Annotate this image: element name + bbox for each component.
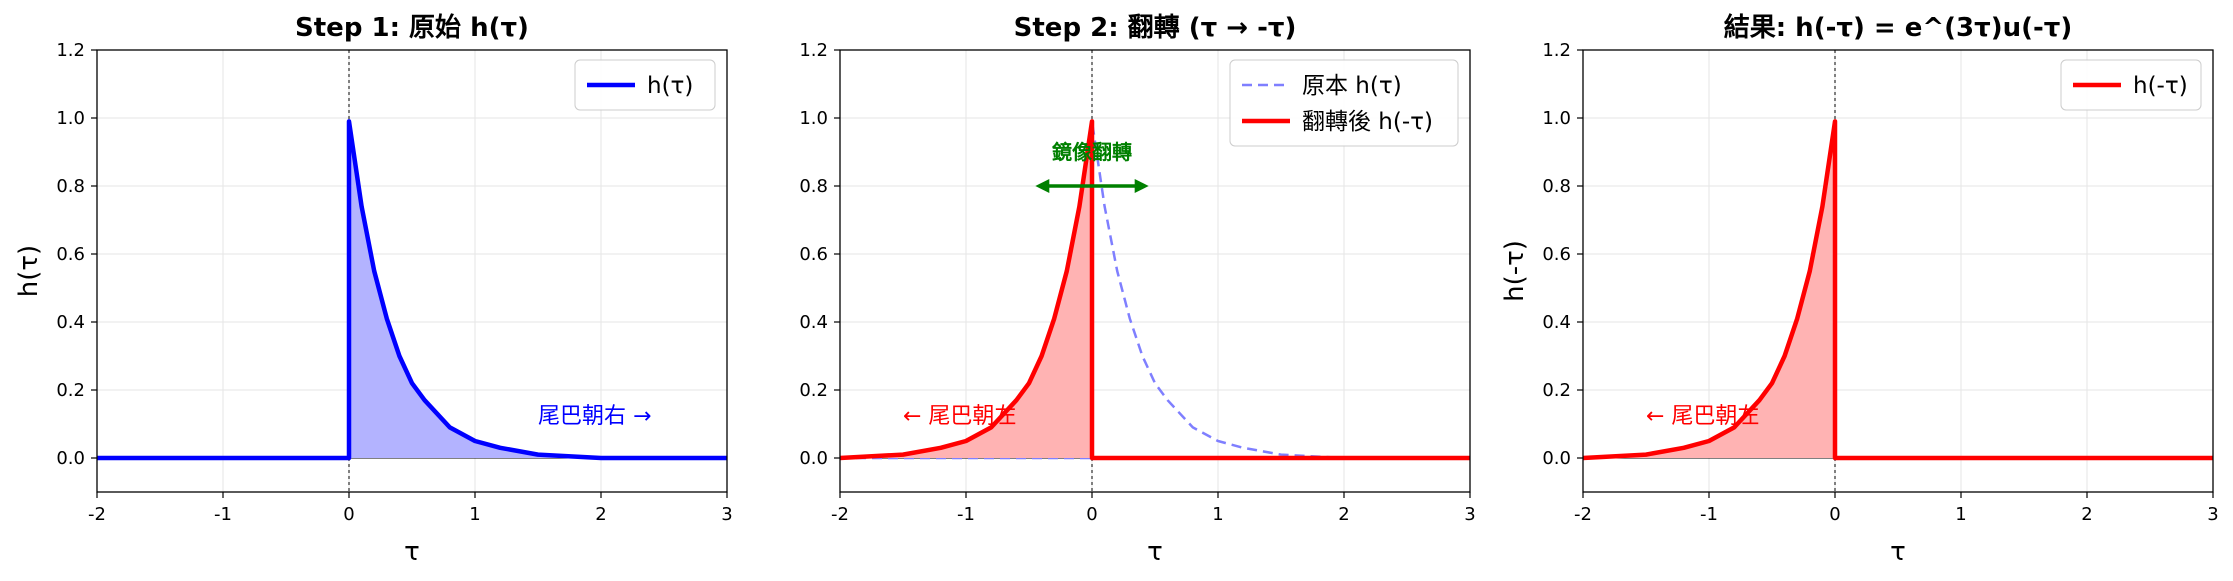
chart-panel-3: -2 -1 0 1 2 3 0.0 0.2 0.4 0.6 0.8 1.0 1.2 結果: h(-τ) =… [1500,12,2219,567]
x-tick-label: 1 [469,504,480,525]
x-tick-label: 2 [1338,504,1349,525]
chart-title: Step 1: 原始 h(τ) [295,13,529,43]
legend-box [574,59,716,111]
y-tick-label: 1.2 [1542,40,1571,61]
y-tick-label: 1.2 [56,40,85,61]
y-axis-label: h(-τ) [1500,240,1530,302]
x-tick-label: 1 [1212,504,1223,525]
y-tick-label: 0.0 [799,448,828,469]
y-tick-label: 0.6 [56,244,85,265]
y-tick-label: 0.4 [1542,312,1571,333]
plot-area [840,119,1470,461]
legend-entry: 翻轉後 h(-τ) [1302,109,1433,135]
x-axis-label: τ [1147,537,1163,567]
series-line-1 [97,119,727,461]
x-axis-label: τ [404,537,420,567]
y-tick-label: 1.0 [799,108,828,129]
annotation-tail-label: 尾巴朝右 → [538,404,651,429]
legend: h(τ) [574,59,716,111]
y-tick-label: 1.0 [1542,108,1571,129]
mirror-arrow-head-left [1035,179,1050,193]
y-tick-label: 1.0 [56,108,85,129]
chart-title: 結果: h(-τ) = e^(3τ)u(-τ) [1724,12,2073,43]
x-tick-label: 0 [1086,504,1097,525]
annotation-mirror-label: 鏡像翻轉 [1052,140,1132,164]
annotation-tail-label: ← 尾巴朝左 [1646,404,1759,429]
y-tick-label: 0.2 [799,380,828,401]
mirror-arrow-head-right [1134,179,1149,193]
legend-entry: 原本 h(τ) [1302,73,1402,99]
x-tick-label: 0 [1829,504,1840,525]
legend-entry: h(τ) [647,73,693,99]
plot-area [97,119,727,461]
legend: h(-τ) [2060,59,2202,111]
axes-frame [96,49,728,493]
legend: 原本 h(τ) 翻轉後 h(-τ) [1229,59,1459,147]
x-tick-label: -1 [1700,504,1718,525]
y-tick-label: 0.2 [1542,380,1571,401]
x-tick-label: -2 [1574,504,1592,525]
x-tick-label: 3 [721,504,732,525]
annotation-tail-label: ← 尾巴朝左 [903,404,1016,429]
x-tick-label: 2 [595,504,606,525]
axes-frame [1582,49,2214,493]
y-tick-label: 0.2 [56,380,85,401]
y-axis-label: h(τ) [14,245,44,297]
legend-box [2060,59,2202,111]
x-tick-label: -2 [831,504,849,525]
x-tick-label: 2 [2081,504,2092,525]
axes-frame [839,49,1471,493]
y-tick-label: 0.6 [799,244,828,265]
x-tick-label: -1 [214,504,232,525]
x-tick-label: -1 [957,504,975,525]
chart-panel-1: -2 -1 0 1 2 3 0.0 0.2 0.4 0.6 0.8 1.0 1.2 Step 1: 原始 … [14,13,733,567]
y-tick-label: 0.8 [1542,176,1571,197]
series-line-2 [840,119,1470,461]
y-tick-label: 0.6 [1542,244,1571,265]
x-tick-label: 3 [2207,504,2218,525]
x-tick-label: 1 [1955,504,1966,525]
x-tick-label: 0 [343,504,354,525]
plot-area [1583,119,2213,461]
y-tick-label: 0.8 [799,176,828,197]
y-tick-label: 1.2 [799,40,828,61]
y-tick-label: 0.8 [56,176,85,197]
series-line-1 [1583,119,2213,461]
x-axis-label: τ [1890,537,1906,567]
chart-title: Step 2: 翻轉 (τ → -τ) [1014,12,1297,43]
legend-entry: h(-τ) [2133,73,2188,99]
y-tick-label: 0.4 [56,312,85,333]
y-tick-label: 0.4 [799,312,828,333]
legend-box [1229,59,1459,147]
x-tick-label: -2 [88,504,106,525]
chart-panel-2: -2 -1 0 1 2 3 0.0 0.2 0.4 0.6 0.8 1.0 1.2 Step 2: 翻轉 … [799,12,1475,567]
y-tick-label: 0.0 [56,448,85,469]
y-tick-label: 0.0 [1542,448,1571,469]
series-fill-1 [97,121,727,459]
x-tick-label: 3 [1464,504,1475,525]
